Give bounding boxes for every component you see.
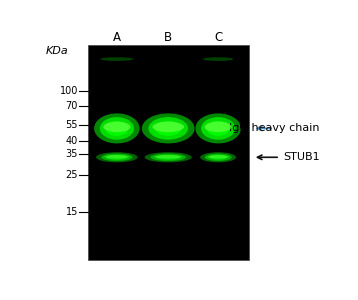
Ellipse shape <box>145 152 192 162</box>
Text: 15: 15 <box>66 207 78 217</box>
Ellipse shape <box>207 121 229 136</box>
Ellipse shape <box>209 155 227 160</box>
Text: A: A <box>113 31 121 44</box>
Ellipse shape <box>200 152 236 162</box>
Text: 100: 100 <box>60 86 78 96</box>
Ellipse shape <box>203 57 233 61</box>
Text: 40: 40 <box>66 136 78 146</box>
Ellipse shape <box>100 117 134 140</box>
Text: STUB1: STUB1 <box>257 152 319 162</box>
Ellipse shape <box>149 117 188 140</box>
Ellipse shape <box>101 154 132 161</box>
Ellipse shape <box>156 155 180 160</box>
Text: C: C <box>214 31 222 44</box>
Ellipse shape <box>106 121 128 136</box>
Ellipse shape <box>153 122 184 132</box>
Ellipse shape <box>106 155 127 160</box>
Text: 35: 35 <box>66 149 78 159</box>
Ellipse shape <box>204 122 232 132</box>
Ellipse shape <box>96 152 138 162</box>
Ellipse shape <box>205 154 232 161</box>
Text: 25: 25 <box>66 169 78 180</box>
Ellipse shape <box>154 155 182 158</box>
Text: B: B <box>164 31 172 44</box>
Ellipse shape <box>105 155 129 158</box>
Ellipse shape <box>142 113 195 143</box>
Ellipse shape <box>201 117 235 140</box>
FancyBboxPatch shape <box>88 45 249 260</box>
Text: KDa: KDa <box>46 46 69 56</box>
Text: 70: 70 <box>66 101 78 112</box>
Ellipse shape <box>195 113 241 143</box>
Ellipse shape <box>207 155 229 158</box>
Text: 55: 55 <box>66 120 78 130</box>
Ellipse shape <box>100 57 134 61</box>
Text: IgG heavy chain: IgG heavy chain <box>229 123 319 134</box>
Ellipse shape <box>155 121 182 136</box>
Ellipse shape <box>94 113 140 143</box>
Ellipse shape <box>103 122 131 132</box>
Ellipse shape <box>150 154 186 161</box>
